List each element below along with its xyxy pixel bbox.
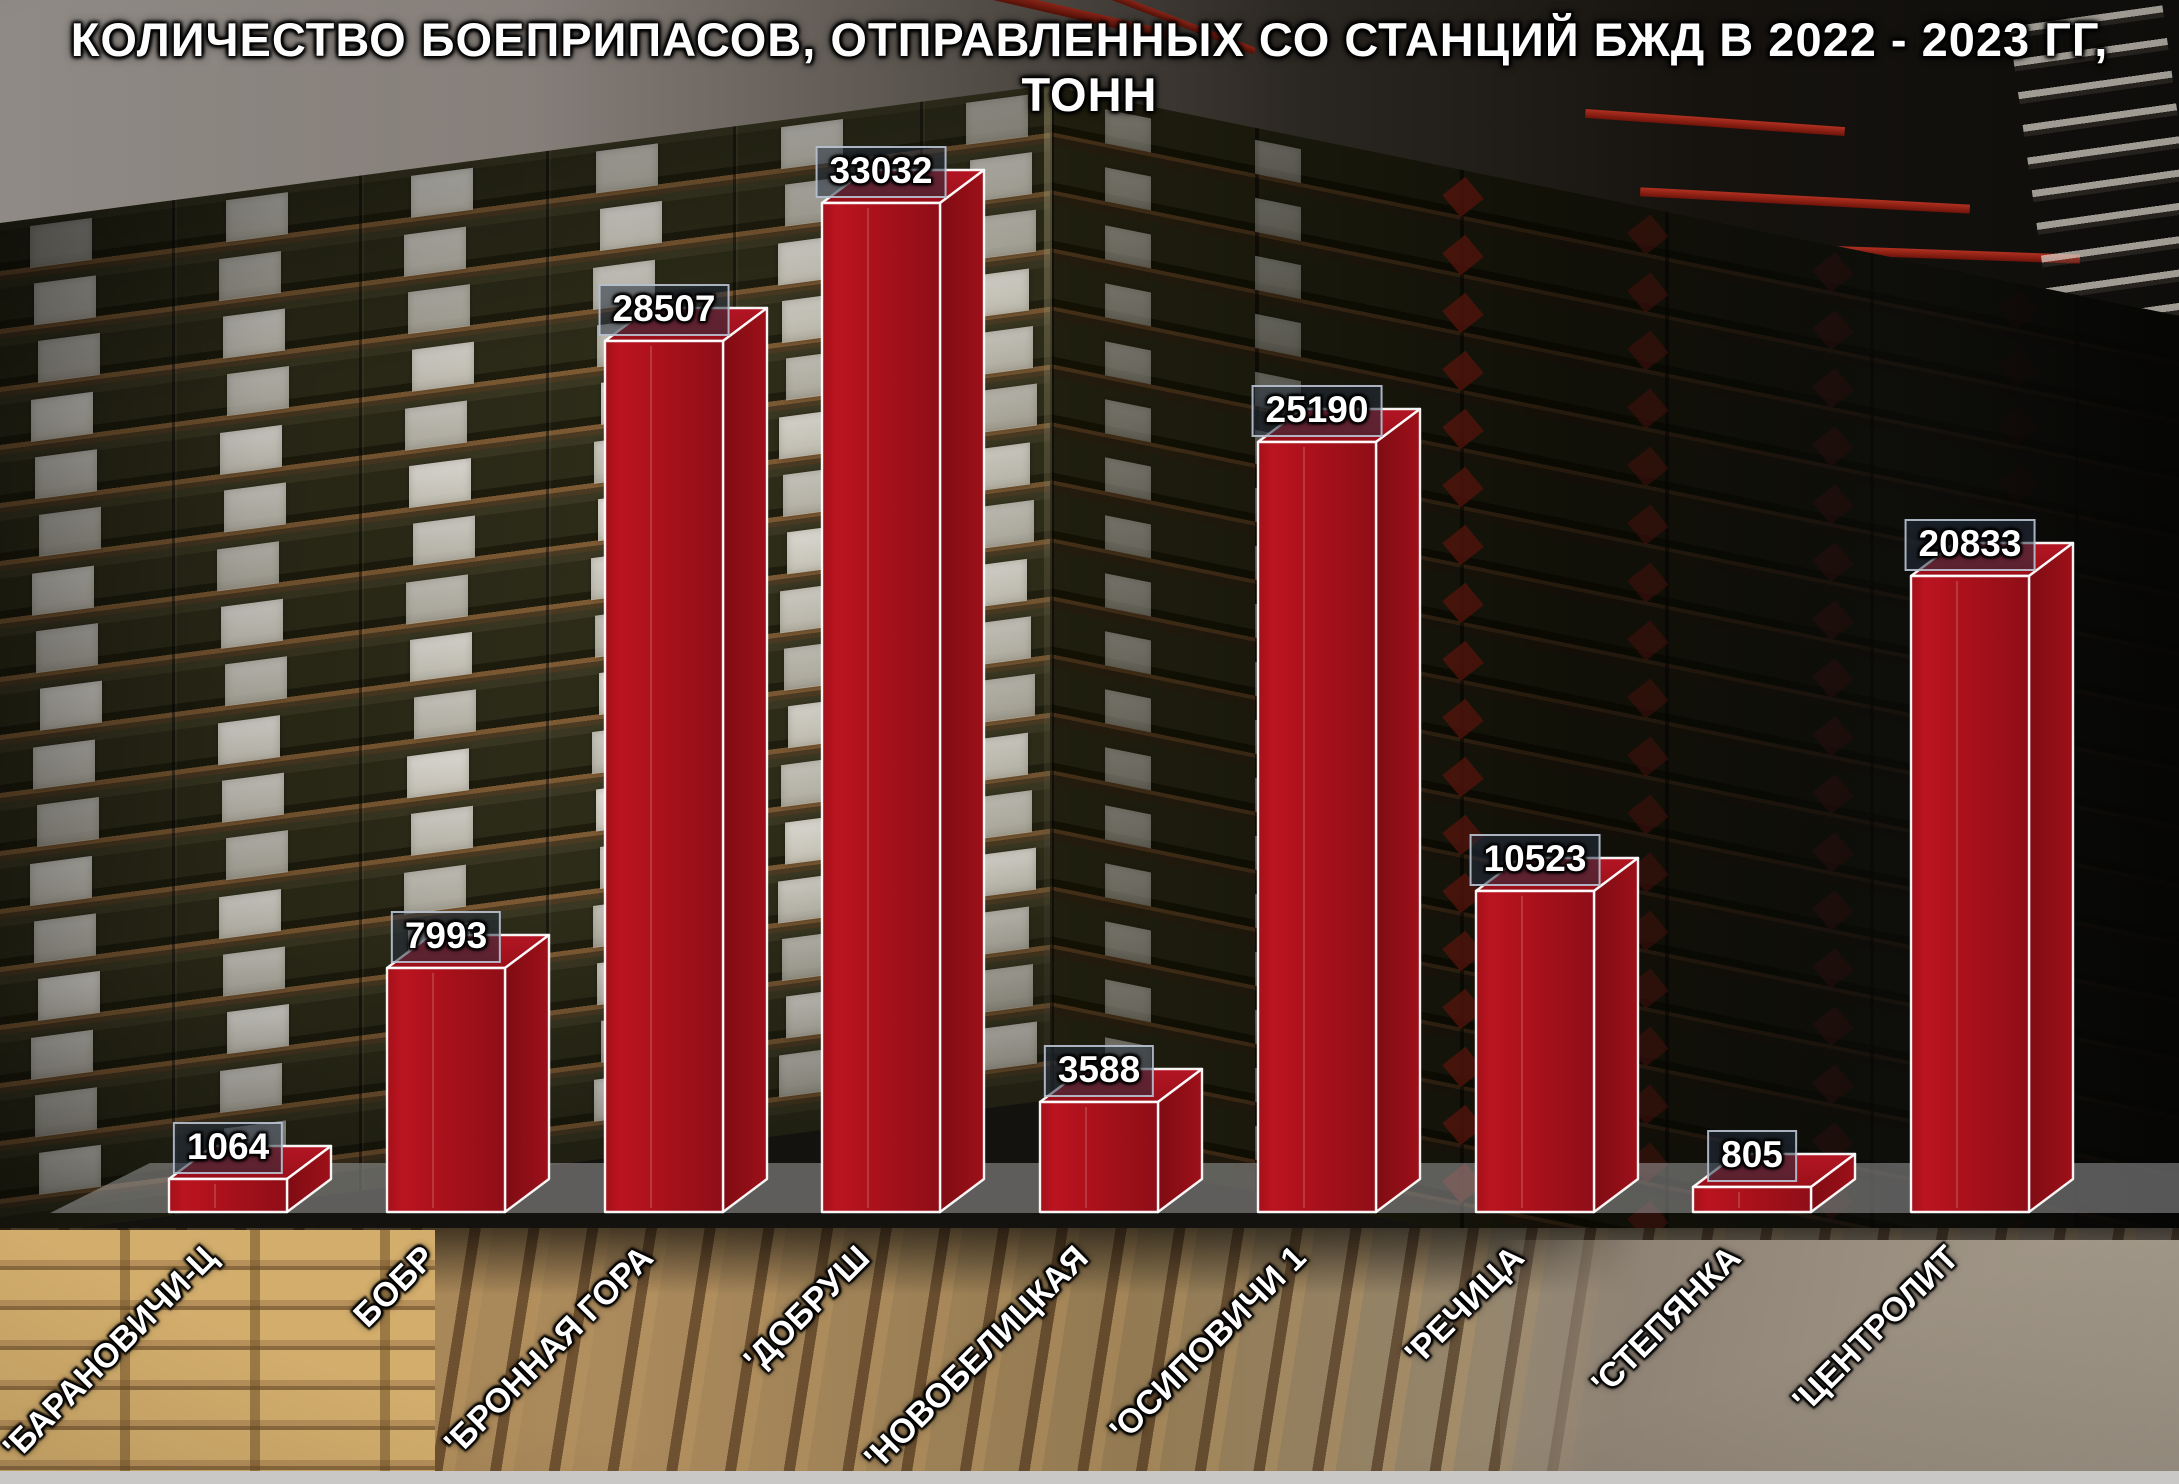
bottom-border-strip	[0, 1471, 2179, 1484]
bar-value-label: 28507	[598, 284, 730, 336]
bar-value-label: 805	[1707, 1130, 1797, 1182]
bar-value-label: 33032	[815, 146, 947, 198]
bar-value-label: 10523	[1469, 834, 1601, 886]
crate-stack-corner-edge	[1044, 86, 1052, 1120]
bar-column-2	[385, 933, 551, 1214]
category-label: 'БРОННАЯ ГОРА	[436, 1238, 661, 1463]
bar-value-label: 7993	[390, 911, 502, 963]
bar-column-6	[1256, 407, 1422, 1214]
category-label: БОБР	[346, 1238, 443, 1335]
category-label: 'НОВОБЕЛИЦКАЯ	[856, 1238, 1096, 1478]
category-label: 'ДОБРУШ	[736, 1238, 878, 1380]
category-label: 'СТЕПЯНКА	[1584, 1238, 1749, 1403]
category-label: 'ОСИПОВИЧИ 1	[1102, 1238, 1314, 1450]
concrete-floor	[1500, 1240, 2179, 1484]
bar-value-label: 25190	[1251, 385, 1383, 437]
chart-title: КОЛИЧЕСТВО БОЕПРИПАСОВ, ОТПРАВЛЕННЫХ СО …	[70, 13, 2109, 121]
bar-value-label: 1064	[172, 1122, 284, 1174]
pale-wooden-crate	[0, 1230, 435, 1484]
category-label: 'ЦЕНТРОЛИТ	[1785, 1238, 1967, 1420]
category-label: 'БАРАНОВИЧИ-Ц	[0, 1238, 225, 1467]
bar-value-label: 3588	[1043, 1045, 1155, 1097]
bar-value-label: 20833	[1904, 519, 2036, 571]
bar-column-9	[1909, 541, 2075, 1214]
bar-column-3	[603, 306, 769, 1214]
category-label: 'РЕЧИЦА	[1397, 1238, 1532, 1373]
